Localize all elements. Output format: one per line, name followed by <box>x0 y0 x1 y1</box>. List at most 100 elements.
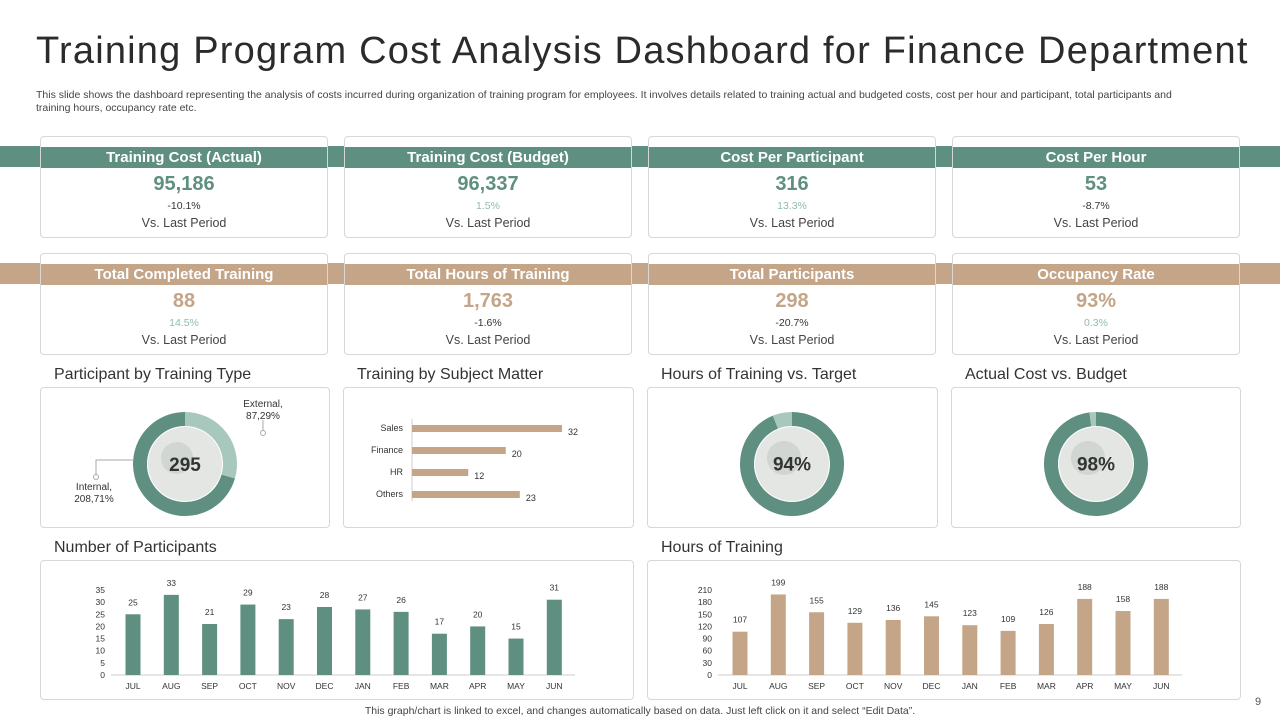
data-label-external-value: 87,29% <box>246 411 280 422</box>
x-tick-label: SEP <box>201 681 218 691</box>
donut-center-photo-detail <box>766 440 802 476</box>
bar[interactable] <box>732 631 748 675</box>
hbar-chart-subject-matter[interactable]: Sales 32 Finance 20 HR 12 Others 23 <box>344 388 635 529</box>
kpi-card-total-participants[interactable]: Total Participants 298 -20.7% Vs. Last P… <box>648 253 936 355</box>
data-label: 136 <box>886 603 900 613</box>
bar[interactable] <box>240 604 256 675</box>
x-tick-label: DEC <box>316 681 334 691</box>
kpi-label: Vs. Last Period <box>749 216 835 230</box>
x-tick-label: OCT <box>846 681 864 691</box>
data-label: 12 <box>474 471 484 481</box>
kpi-value: 96,337 <box>457 173 519 195</box>
donut-center-photo-detail <box>161 442 193 474</box>
x-tick-label: JUN <box>546 681 563 691</box>
bar[interactable] <box>202 624 218 675</box>
data-label: 28 <box>320 590 330 600</box>
bar[interactable] <box>770 594 786 675</box>
bar[interactable] <box>962 625 978 675</box>
kpi-label: Vs. Last Period <box>445 216 531 230</box>
panel-title-participant-by-type: Participant by Training Type <box>54 366 252 383</box>
bar[interactable] <box>278 619 294 675</box>
bar[interactable] <box>1038 624 1054 675</box>
bar[interactable] <box>809 612 825 675</box>
bar[interactable] <box>885 619 901 675</box>
y-tick-label: 10 <box>96 646 106 656</box>
kpi-value: 95,186 <box>153 173 215 195</box>
bar[interactable] <box>163 594 179 675</box>
donut-chart-participant-type[interactable]: 295 External,87,29% Internal,208,71% <box>41 388 331 529</box>
kpi-card-total-completed-training[interactable]: Total Completed Training 88 14.5% Vs. La… <box>40 253 328 355</box>
bar[interactable] <box>431 633 447 675</box>
data-label: 20 <box>512 449 522 459</box>
bar[interactable] <box>412 491 520 498</box>
donut-chart-hours-vs-target[interactable]: 94% <box>648 388 939 529</box>
data-label: 109 <box>1001 614 1015 624</box>
data-label-internal-value: 208,71% <box>74 494 114 505</box>
data-label: 23 <box>526 493 536 503</box>
data-label: 27 <box>358 592 368 602</box>
bar-chart-hours-of-training[interactable]: 0 30 60 90 120 150 180 210 107 JUL 199 AUG 155 SEP 129… <box>648 561 1242 701</box>
data-label: 32 <box>568 427 578 437</box>
bar[interactable] <box>847 622 863 675</box>
kpi-card-cost-per-participant[interactable]: Cost Per Participant 316 13.3% Vs. Last … <box>648 136 936 238</box>
y-tick-label: 20 <box>96 621 106 631</box>
kpi-value: 93% <box>1075 290 1117 312</box>
bar[interactable] <box>1153 598 1169 675</box>
bar[interactable] <box>470 626 486 675</box>
donut-slice-internal <box>133 412 235 516</box>
bar[interactable] <box>1000 630 1016 675</box>
kpi-title: Training Cost (Budget) <box>345 147 631 168</box>
bar[interactable] <box>546 599 562 675</box>
bar[interactable] <box>924 616 939 675</box>
kpi-card-training-cost-budget[interactable]: Training Cost (Budget) 96,337 1.5% Vs. L… <box>344 136 632 238</box>
y-tick-label: 5 <box>100 658 105 668</box>
kpi-change: 1.5% <box>476 200 500 212</box>
x-tick-label: MAY <box>1114 681 1132 691</box>
donut-center-label: 98% <box>1077 455 1115 476</box>
kpi-title: Total Completed Training <box>41 264 327 285</box>
chart-panel-hours-of-training: 0 30 60 90 120 150 180 210 107 JUL 199 AUG 155 SEP 129… <box>647 560 1241 700</box>
chart-panel-participant-by-type: 295 External, 87,29% Internal, 208,71% <box>40 387 330 528</box>
x-tick-label: JAN <box>962 681 978 691</box>
data-label: 126 <box>1039 607 1053 617</box>
kpi-title: Occupancy Rate <box>953 264 1239 285</box>
kpi-title: Training Cost (Actual) <box>41 147 327 168</box>
bar[interactable] <box>412 447 506 454</box>
bar-chart-num-participants[interactable]: 0 5 10 15 20 25 30 35 25 JUL 33 AUG 21 SEP 29 OCT 23 NOV 2… <box>41 561 635 701</box>
x-tick-label: DEC <box>923 681 941 691</box>
kpi-card-occupancy-rate[interactable]: Occupancy Rate 93% 0.3% Vs. Last Period <box>952 253 1240 355</box>
bar[interactable] <box>355 609 371 675</box>
panel-title-hours-of-training: Hours of Training <box>661 539 783 556</box>
donut-center-photo-detail <box>1070 440 1106 476</box>
kpi-value: 53 <box>1084 173 1108 195</box>
donut-slice[interactable] <box>1044 412 1148 516</box>
bar[interactable] <box>393 611 409 675</box>
x-tick-label: SEP <box>808 681 825 691</box>
data-label: 123 <box>963 608 977 618</box>
chart-panel-subject-matter: Sales 32 Finance 20 HR 12 Others 23 <box>343 387 634 528</box>
bar[interactable] <box>508 638 524 675</box>
kpi-card-total-hours-of-training[interactable]: Total Hours of Training 1,763 -1.6% Vs. … <box>344 253 632 355</box>
kpi-change: -8.7% <box>1082 200 1110 212</box>
x-tick-label: FEB <box>393 681 410 691</box>
page-title: Training Program Cost Analysis Dashboard… <box>36 30 1249 72</box>
donut-slice[interactable] <box>740 412 844 516</box>
bar[interactable] <box>1077 598 1093 675</box>
kpi-label: Vs. Last Period <box>141 333 227 347</box>
data-label: 17 <box>435 617 445 627</box>
bar[interactable] <box>317 607 332 675</box>
data-label: 199 <box>771 577 785 587</box>
x-tick-label: AUG <box>162 681 180 691</box>
donut-slice[interactable] <box>772 412 793 429</box>
x-tick-label: AUG <box>769 681 787 691</box>
donut-chart-cost-vs-budget[interactable]: 98% <box>952 388 1242 529</box>
bar[interactable] <box>125 614 141 675</box>
bar[interactable] <box>1115 611 1131 675</box>
bar[interactable] <box>412 425 562 432</box>
bar[interactable] <box>412 469 469 476</box>
data-label: 31 <box>550 583 560 593</box>
kpi-card-cost-per-hour[interactable]: Cost Per Hour 53 -8.7% Vs. Last Period <box>952 136 1240 238</box>
x-tick-label: APR <box>1076 681 1093 691</box>
chart-panel-hours-vs-target: 94% <box>647 387 938 528</box>
kpi-card-training-cost-actual[interactable]: Training Cost (Actual) 95,186 -10.1% Vs.… <box>40 136 328 238</box>
